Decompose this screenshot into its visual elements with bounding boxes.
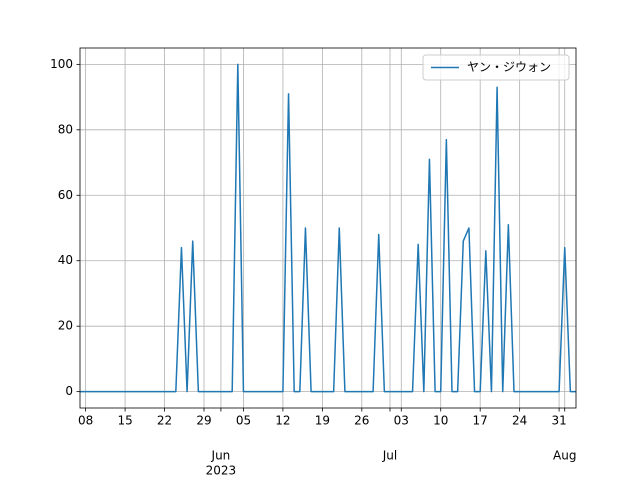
- x-tick-label: 15: [117, 414, 132, 428]
- x-year-label: 2023: [206, 464, 237, 478]
- y-tick-label: 80: [58, 122, 73, 136]
- x-tick-label: 10: [433, 414, 448, 428]
- legend-box: [422, 54, 570, 81]
- line-series: [80, 63, 576, 393]
- y-tick-label: 60: [58, 188, 73, 202]
- y-tick-label: 0: [65, 384, 73, 398]
- y-tick-label: 100: [50, 57, 73, 71]
- x-tick-label: 22: [157, 414, 172, 428]
- x-tick-label: 12: [275, 414, 290, 428]
- plot-frame: [79, 47, 577, 409]
- x-tick-label: Aug: [553, 449, 576, 463]
- x-tick-label: Jun: [211, 449, 231, 463]
- x-tick-label: 17: [473, 414, 488, 428]
- x-tick-label: 05: [236, 414, 251, 428]
- x-tick-label: 19: [315, 414, 330, 428]
- x-tick-label: 31: [551, 414, 566, 428]
- x-tick-label: 29: [196, 414, 211, 428]
- x-tick-label: 08: [78, 414, 93, 428]
- x-tick-label: 03: [394, 414, 409, 428]
- x-tick-label: Jul: [382, 449, 397, 463]
- x-tick-label: 26: [354, 414, 369, 428]
- x-tick-label: 24: [512, 414, 527, 428]
- legend-label: ヤン・ジウォン: [467, 60, 551, 74]
- y-tick-label: 40: [58, 253, 73, 267]
- y-tick-label: 20: [58, 319, 73, 333]
